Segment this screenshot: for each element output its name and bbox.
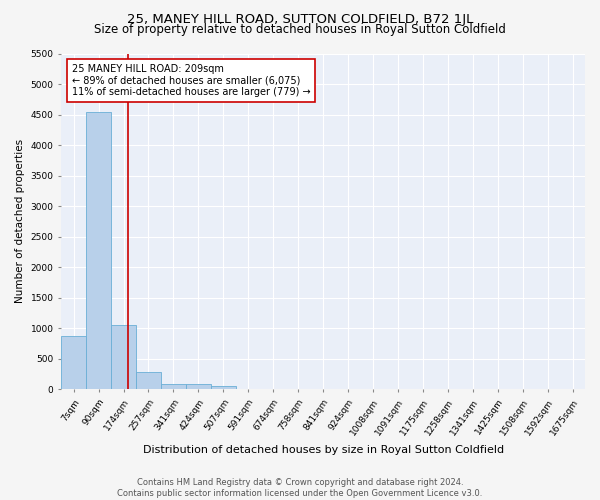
Text: Size of property relative to detached houses in Royal Sutton Coldfield: Size of property relative to detached ho… bbox=[94, 22, 506, 36]
Bar bbox=[136, 372, 161, 390]
X-axis label: Distribution of detached houses by size in Royal Sutton Coldfield: Distribution of detached houses by size … bbox=[143, 445, 503, 455]
Text: 25, MANEY HILL ROAD, SUTTON COLDFIELD, B72 1JL: 25, MANEY HILL ROAD, SUTTON COLDFIELD, B… bbox=[127, 12, 473, 26]
Bar bbox=[186, 384, 211, 390]
Text: Contains HM Land Registry data © Crown copyright and database right 2024.
Contai: Contains HM Land Registry data © Crown c… bbox=[118, 478, 482, 498]
Text: 25 MANEY HILL ROAD: 209sqm
← 89% of detached houses are smaller (6,075)
11% of s: 25 MANEY HILL ROAD: 209sqm ← 89% of deta… bbox=[71, 64, 310, 97]
Bar bbox=[211, 386, 236, 390]
Bar bbox=[61, 336, 86, 390]
Bar bbox=[161, 384, 186, 390]
Bar bbox=[86, 112, 111, 390]
Bar bbox=[111, 324, 136, 390]
Y-axis label: Number of detached properties: Number of detached properties bbox=[15, 140, 25, 304]
